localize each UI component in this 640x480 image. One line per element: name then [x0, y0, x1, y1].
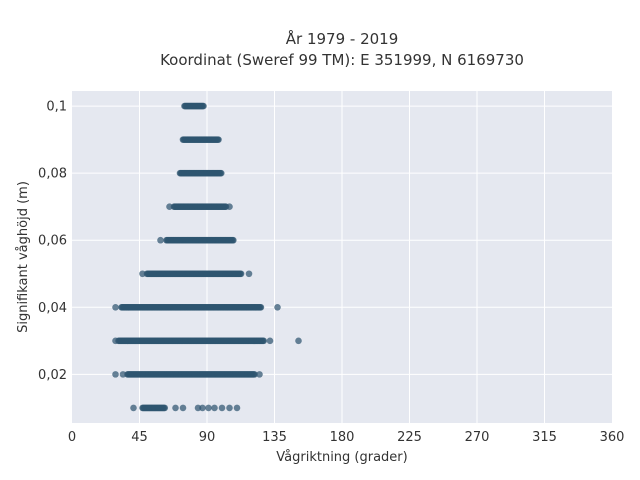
data-point [112, 371, 119, 378]
data-point [237, 270, 245, 278]
x-tick-label: 270 [465, 430, 490, 445]
data-point [266, 337, 274, 345]
x-tick-label: 315 [532, 430, 557, 445]
data-point [260, 337, 268, 345]
x-tick-label: 90 [199, 430, 216, 445]
data-point [215, 136, 222, 143]
x-tick-label: 360 [600, 430, 625, 445]
data-point [245, 270, 253, 278]
data-point [226, 203, 233, 210]
chart-title: År 1979 - 2019 [285, 30, 399, 48]
data-point [157, 236, 164, 244]
data-point [200, 102, 207, 110]
y-tick-label: 0,02 [38, 368, 67, 383]
x-tick-label: 135 [262, 430, 287, 445]
x-axis-ticks: 0 45 90 135 180 225 270 315 360 [68, 430, 625, 445]
x-tick-label: 225 [397, 430, 422, 445]
data-point [172, 404, 179, 412]
data-point [217, 169, 225, 177]
y-tick-label: 0,04 [38, 301, 67, 316]
y-tick-label: 0,06 [38, 234, 67, 249]
data-point [274, 304, 281, 311]
data-point [199, 404, 206, 412]
data-point [112, 337, 119, 345]
chart-subtitle: Koordinat (Sweref 99 TM): E 351999, N 61… [160, 51, 524, 69]
data-point [257, 304, 265, 311]
data-point [205, 404, 212, 412]
y-axis-ticks: 0,02 0,04 0,06 0,08 0,1 [38, 100, 67, 383]
data-point [166, 203, 173, 210]
data-point [161, 404, 169, 412]
data-point [179, 404, 187, 412]
x-tick-label: 45 [131, 430, 148, 445]
data-point [139, 270, 146, 278]
y-axis-label: Signifikant våghöjd (m) [16, 181, 31, 333]
data-point [211, 404, 218, 412]
data-point [233, 404, 241, 412]
data-point [218, 404, 226, 412]
y-tick-label: 0,1 [46, 100, 67, 115]
data-point [112, 304, 119, 311]
data-point [119, 371, 127, 378]
data-point [295, 337, 302, 345]
data-point [130, 404, 137, 412]
y-tick-label: 0,08 [38, 167, 67, 182]
data-point [226, 404, 233, 412]
x-axis-label: Vågriktning (grader) [276, 450, 407, 465]
x-tick-label: 0 [68, 430, 76, 445]
data-point [251, 371, 258, 378]
data-points [112, 102, 302, 412]
data-point [230, 236, 237, 244]
data-point [256, 371, 263, 378]
x-tick-label: 180 [330, 430, 355, 445]
